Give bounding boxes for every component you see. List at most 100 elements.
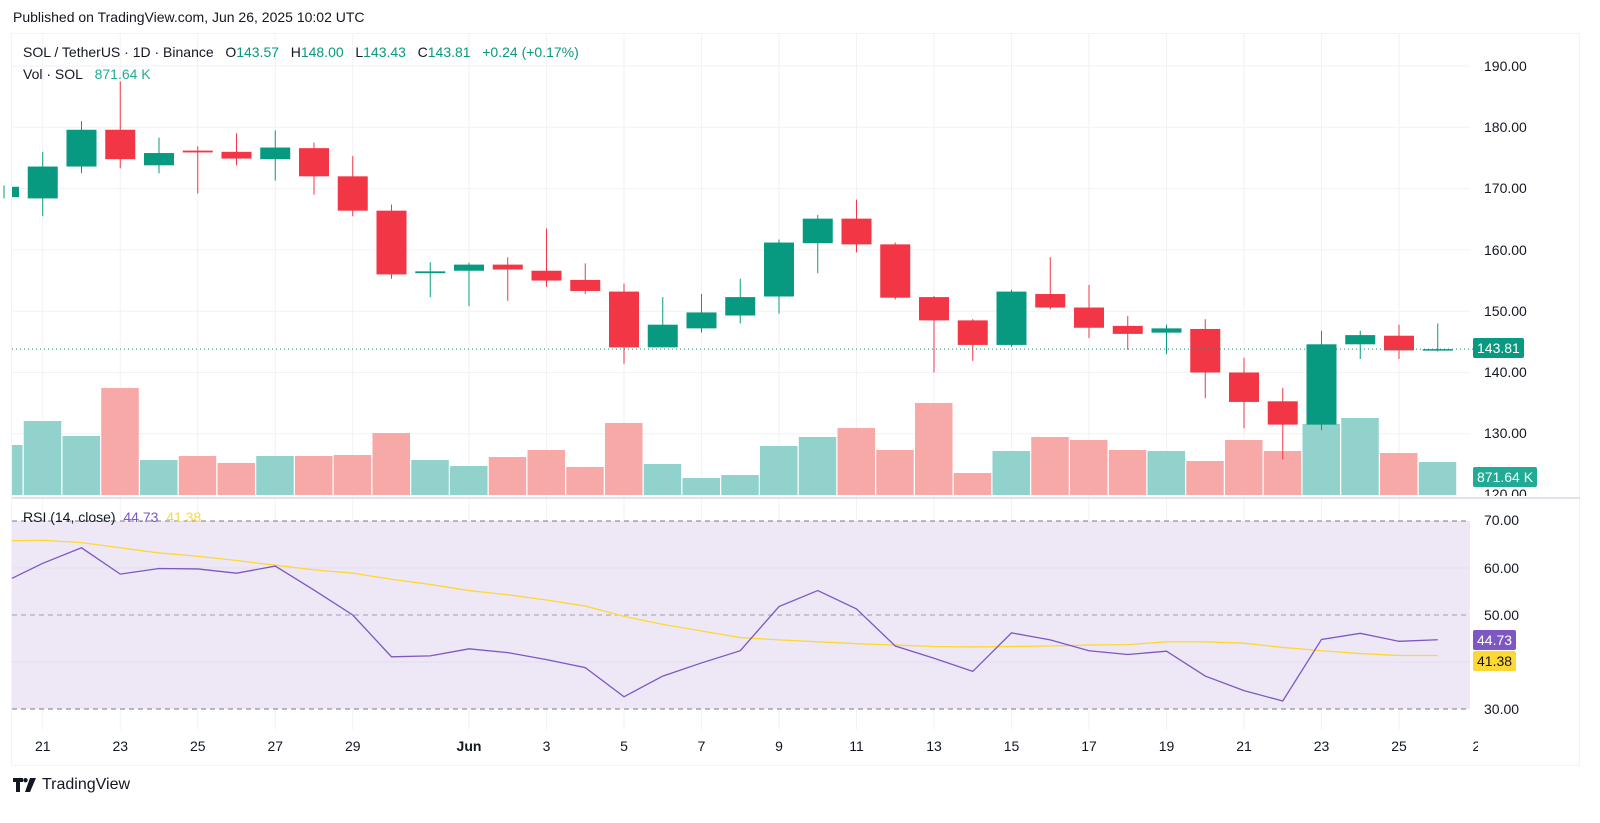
volume-bar [333, 455, 372, 495]
time-label: 9 [775, 738, 783, 754]
candle [376, 204, 407, 279]
candle-body [725, 297, 756, 316]
time-label: 17 [1081, 738, 1097, 754]
volume-bar [527, 450, 565, 495]
candle-body [1229, 372, 1259, 402]
candle-body [957, 320, 988, 345]
candle [260, 130, 291, 181]
candle [144, 137, 174, 174]
candle-body [27, 166, 58, 199]
candle [454, 262, 484, 307]
candle [492, 257, 523, 301]
brand-name: TradingView [42, 776, 131, 793]
candle [27, 151, 58, 217]
time-label: 3 [542, 738, 551, 754]
candle [647, 297, 678, 348]
candle [686, 294, 717, 333]
candle [1112, 316, 1143, 350]
candle-body [492, 264, 523, 270]
close-value: 143.81 [427, 44, 471, 60]
time-label: 2 [1472, 738, 1478, 754]
low-label: L [355, 44, 364, 60]
candle-body [1267, 401, 1298, 425]
candle-body [802, 218, 833, 244]
candle-body [105, 129, 136, 160]
volume-bar [721, 475, 759, 495]
volume-bar [643, 463, 682, 495]
candle-body [686, 312, 717, 329]
candle [609, 283, 639, 364]
rsi-ma-line [11, 539, 1438, 657]
volume-bar [1225, 439, 1263, 495]
time-label: 27 [267, 738, 284, 754]
candle-body [1112, 325, 1143, 334]
open-value: 143.57 [236, 44, 280, 60]
rsi-pane [12, 520, 1470, 710]
volume-bar [605, 423, 643, 495]
candle-body [299, 148, 329, 177]
time-label: 23 [1313, 738, 1330, 754]
price-tick: 140.00 [1484, 364, 1527, 380]
candle [802, 214, 833, 274]
time-label: 25 [189, 738, 206, 754]
time-label: 29 [344, 738, 361, 754]
volume-bar [178, 456, 217, 495]
price-tick: 130.00 [1484, 425, 1527, 441]
rsi-tag: 44.73 [1473, 630, 1517, 650]
candle-body [12, 186, 19, 198]
candle-body [647, 324, 678, 348]
candle [531, 228, 562, 287]
volume-bar [1108, 450, 1147, 495]
volume-bar [682, 478, 720, 495]
change-value: +0.24 (+0.17%) [482, 44, 579, 60]
volume-bars [12, 387, 1457, 495]
candle [337, 156, 368, 217]
volume-bar [12, 445, 23, 495]
rsi-tick: 30.00 [1484, 701, 1520, 717]
symbol-name[interactable]: SOL / TetherUS · 1D · Binance [23, 44, 214, 60]
candle [221, 133, 252, 166]
volume-bar [488, 457, 527, 495]
price-tick: 190.00 [1484, 58, 1527, 74]
candle-body [570, 279, 601, 291]
volume-bar [1380, 453, 1418, 495]
candle-body [1035, 294, 1066, 308]
candle [1422, 323, 1453, 352]
rsi-label[interactable]: RSI (14, close) [23, 509, 116, 525]
published-caption: Published on TradingView.com, Jun 26, 20… [13, 9, 365, 25]
volume-label[interactable]: Vol · SOL [23, 66, 83, 82]
candle-body [144, 153, 174, 166]
tradingview-logo-icon [13, 778, 36, 792]
volume-bar [23, 421, 62, 495]
time-label: 19 [1158, 738, 1175, 754]
time-label: 21 [34, 738, 51, 754]
candle-body [1384, 335, 1414, 351]
rsi-ma-value: 41.38 [166, 509, 202, 525]
time-label: 13 [926, 738, 942, 754]
candle [764, 239, 794, 314]
volume-bar [295, 456, 333, 495]
volume-value: 871.64 K [94, 66, 151, 82]
candle [1306, 330, 1337, 431]
volume-legend: Vol · SOL 871.64 K [23, 66, 151, 82]
candle-body [764, 242, 794, 297]
candle-body [182, 150, 213, 153]
volume-bar [566, 467, 604, 495]
candle [1384, 324, 1414, 360]
volume-bar [915, 403, 953, 495]
candle-body [66, 129, 97, 167]
volume-bar [992, 451, 1030, 495]
candle [919, 295, 949, 373]
volume-bar [101, 387, 139, 495]
candle-body [1074, 307, 1104, 328]
volume-bar [1302, 424, 1340, 495]
volume-bar [798, 437, 837, 495]
volume-bar [450, 466, 488, 495]
tradingview-brand[interactable]: TradingView [13, 776, 130, 794]
price-tick: 120.00 [1484, 486, 1527, 496]
volume-bar [760, 445, 798, 495]
candle [66, 121, 97, 174]
volume-bar [62, 436, 100, 495]
rsi-lines [11, 539, 1438, 702]
